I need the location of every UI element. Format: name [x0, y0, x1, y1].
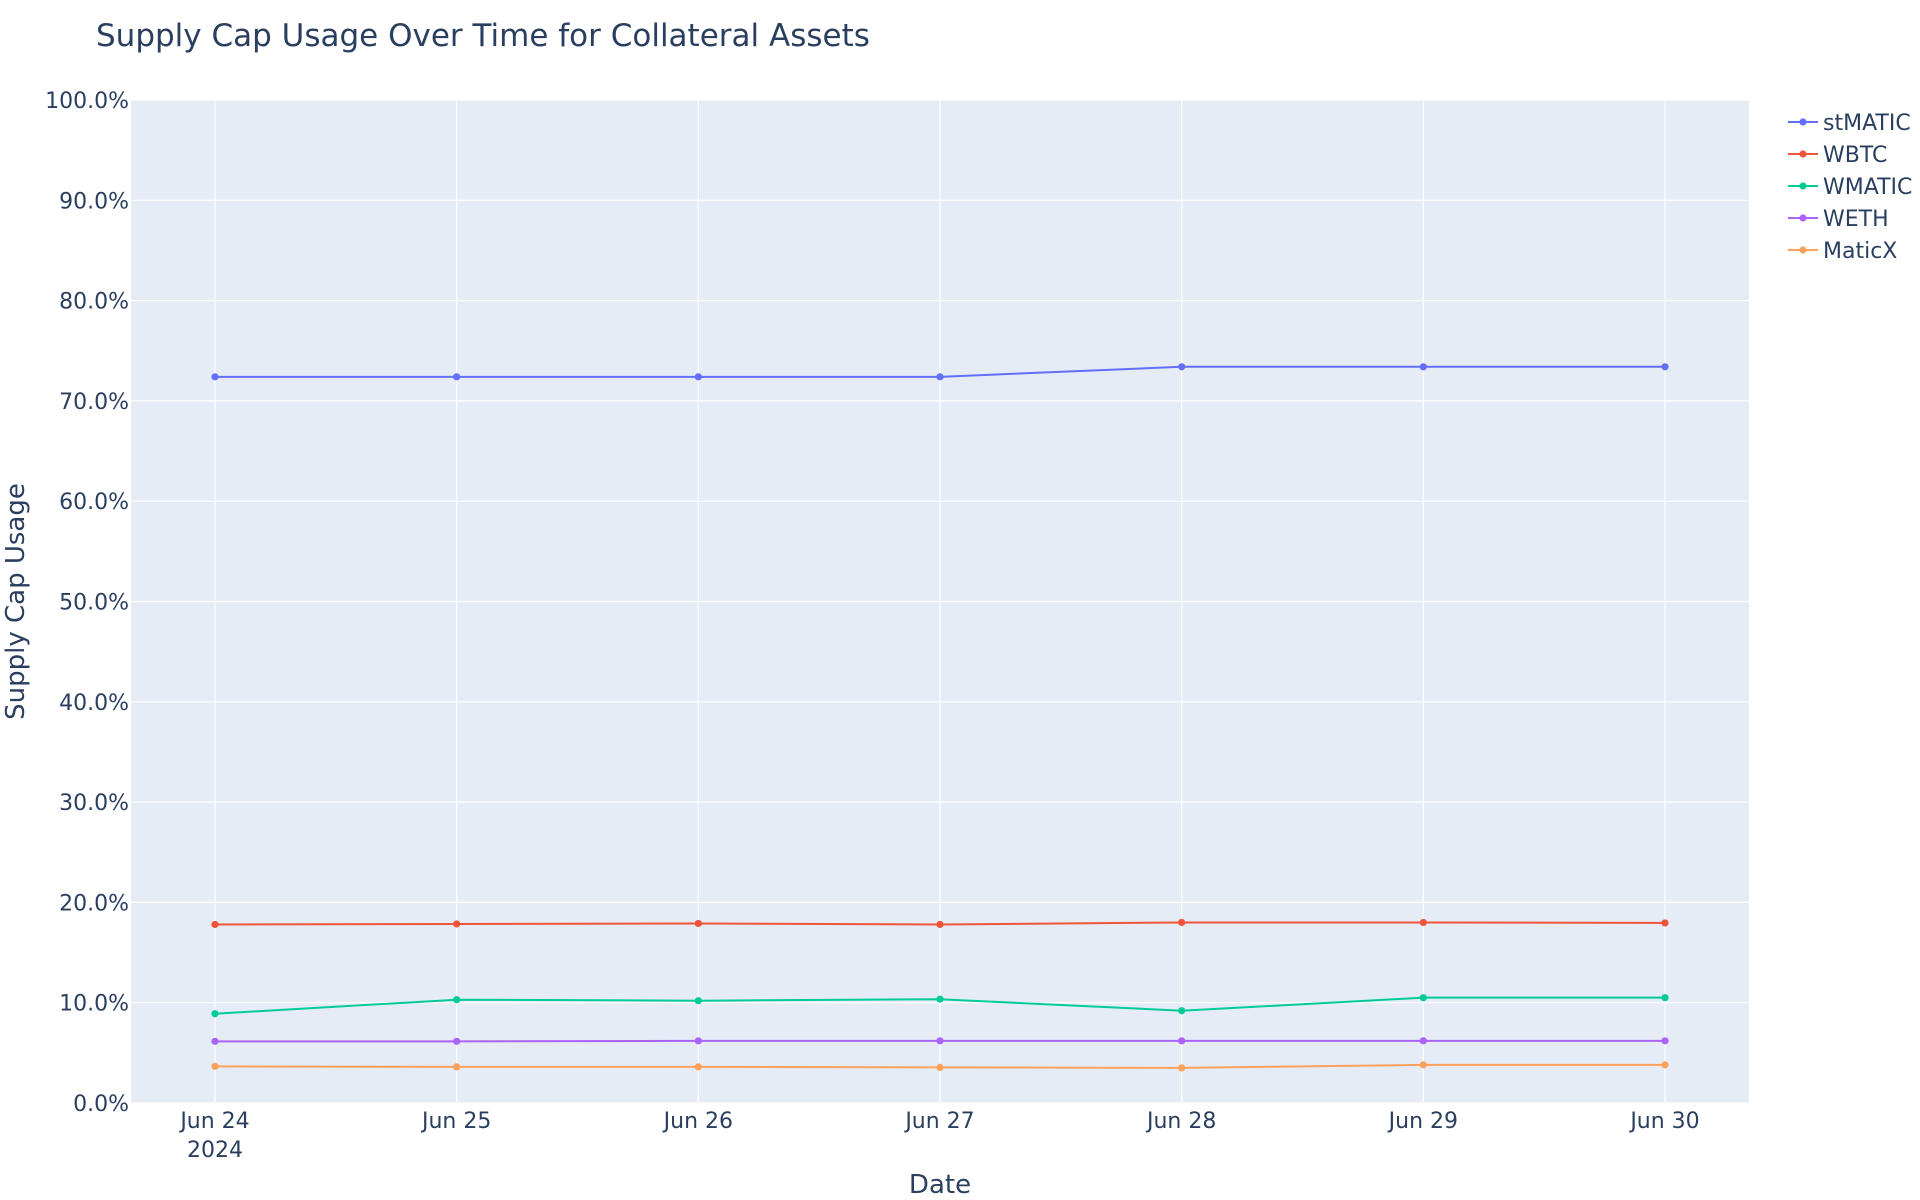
- data-point-wbtc: [1419, 918, 1427, 927]
- y-tick-label: 30.0%: [59, 791, 129, 816]
- data-point-wmatic: [453, 996, 461, 1004]
- y-tick-label: 60.0%: [59, 490, 129, 515]
- x-tick-label: Jun 27: [903, 1109, 974, 1134]
- data-point-maticx: [1419, 1061, 1427, 1069]
- data-point-stmatic: [1419, 363, 1427, 371]
- x-tick-year-label: 2024: [187, 1138, 243, 1163]
- data-point-stmatic: [1178, 363, 1186, 371]
- data-point-weth: [1661, 1037, 1669, 1045]
- y-tick-label: 40.0%: [59, 691, 129, 716]
- legend-swatch-marker: [1799, 246, 1807, 254]
- y-tick-label: 80.0%: [59, 290, 129, 315]
- data-point-weth: [211, 1037, 219, 1045]
- data-point-wbtc: [1661, 919, 1669, 927]
- data-point-wmatic: [694, 997, 702, 1005]
- data-point-maticx: [1178, 1064, 1186, 1072]
- x-tick-label: Jun 30: [1628, 1109, 1699, 1134]
- y-tick-label: 70.0%: [59, 390, 129, 415]
- y-tick-label: 10.0%: [59, 992, 129, 1017]
- legend-label-weth: WETH: [1823, 207, 1889, 232]
- x-tick-label: Jun 28: [1145, 1109, 1216, 1134]
- data-point-wbtc: [936, 920, 944, 929]
- data-point-weth: [694, 1037, 702, 1045]
- data-point-weth: [936, 1037, 944, 1045]
- data-point-stmatic: [453, 373, 461, 381]
- data-point-stmatic: [936, 373, 944, 381]
- legend-swatch-marker: [1799, 118, 1807, 126]
- y-tick-label: 20.0%: [59, 891, 129, 916]
- legend-label-stmatic: stMATIC: [1823, 111, 1911, 136]
- y-axis-title: Supply Cap Usage: [1, 483, 31, 720]
- data-point-wmatic: [1661, 994, 1669, 1002]
- data-point-maticx: [936, 1063, 944, 1071]
- y-tick-label: 100.0%: [45, 89, 129, 114]
- data-point-maticx: [1661, 1061, 1669, 1069]
- data-point-wmatic: [936, 995, 944, 1003]
- data-point-wmatic: [211, 1010, 219, 1018]
- x-tick-label: Jun 26: [662, 1109, 733, 1134]
- data-point-wbtc: [211, 920, 219, 929]
- legend-swatch-marker: [1799, 150, 1807, 158]
- data-point-wbtc: [1178, 918, 1186, 927]
- data-point-wbtc: [694, 919, 702, 928]
- x-axis-title: Date: [909, 1170, 971, 1200]
- y-tick-label: 50.0%: [59, 591, 129, 616]
- legend-label-wbtc: WBTC: [1823, 143, 1887, 168]
- y-tick-label: 90.0%: [59, 189, 129, 214]
- x-tick-label: Jun 24: [178, 1109, 249, 1134]
- legend-swatch-marker: [1799, 214, 1807, 222]
- data-point-maticx: [694, 1063, 702, 1071]
- data-point-stmatic: [694, 373, 702, 381]
- data-point-weth: [1419, 1037, 1427, 1045]
- chart-title: Supply Cap Usage Over Time for Collatera…: [96, 18, 870, 54]
- data-point-wbtc: [453, 920, 461, 928]
- x-tick-label: Jun 29: [1387, 1109, 1458, 1134]
- x-tick-label: Jun 25: [420, 1109, 491, 1134]
- data-point-stmatic: [1661, 363, 1669, 371]
- data-point-wmatic: [1178, 1007, 1186, 1015]
- legend-label-wmatic: WMATIC: [1823, 175, 1912, 200]
- legend-swatch-marker: [1799, 182, 1807, 190]
- data-point-stmatic: [211, 373, 219, 381]
- data-point-maticx: [453, 1063, 461, 1071]
- y-tick-label: 0.0%: [73, 1092, 129, 1117]
- legend-label-maticx: MaticX: [1823, 239, 1897, 264]
- data-point-weth: [453, 1037, 461, 1045]
- data-point-wmatic: [1419, 994, 1427, 1002]
- data-point-maticx: [211, 1062, 219, 1070]
- data-point-weth: [1178, 1037, 1186, 1045]
